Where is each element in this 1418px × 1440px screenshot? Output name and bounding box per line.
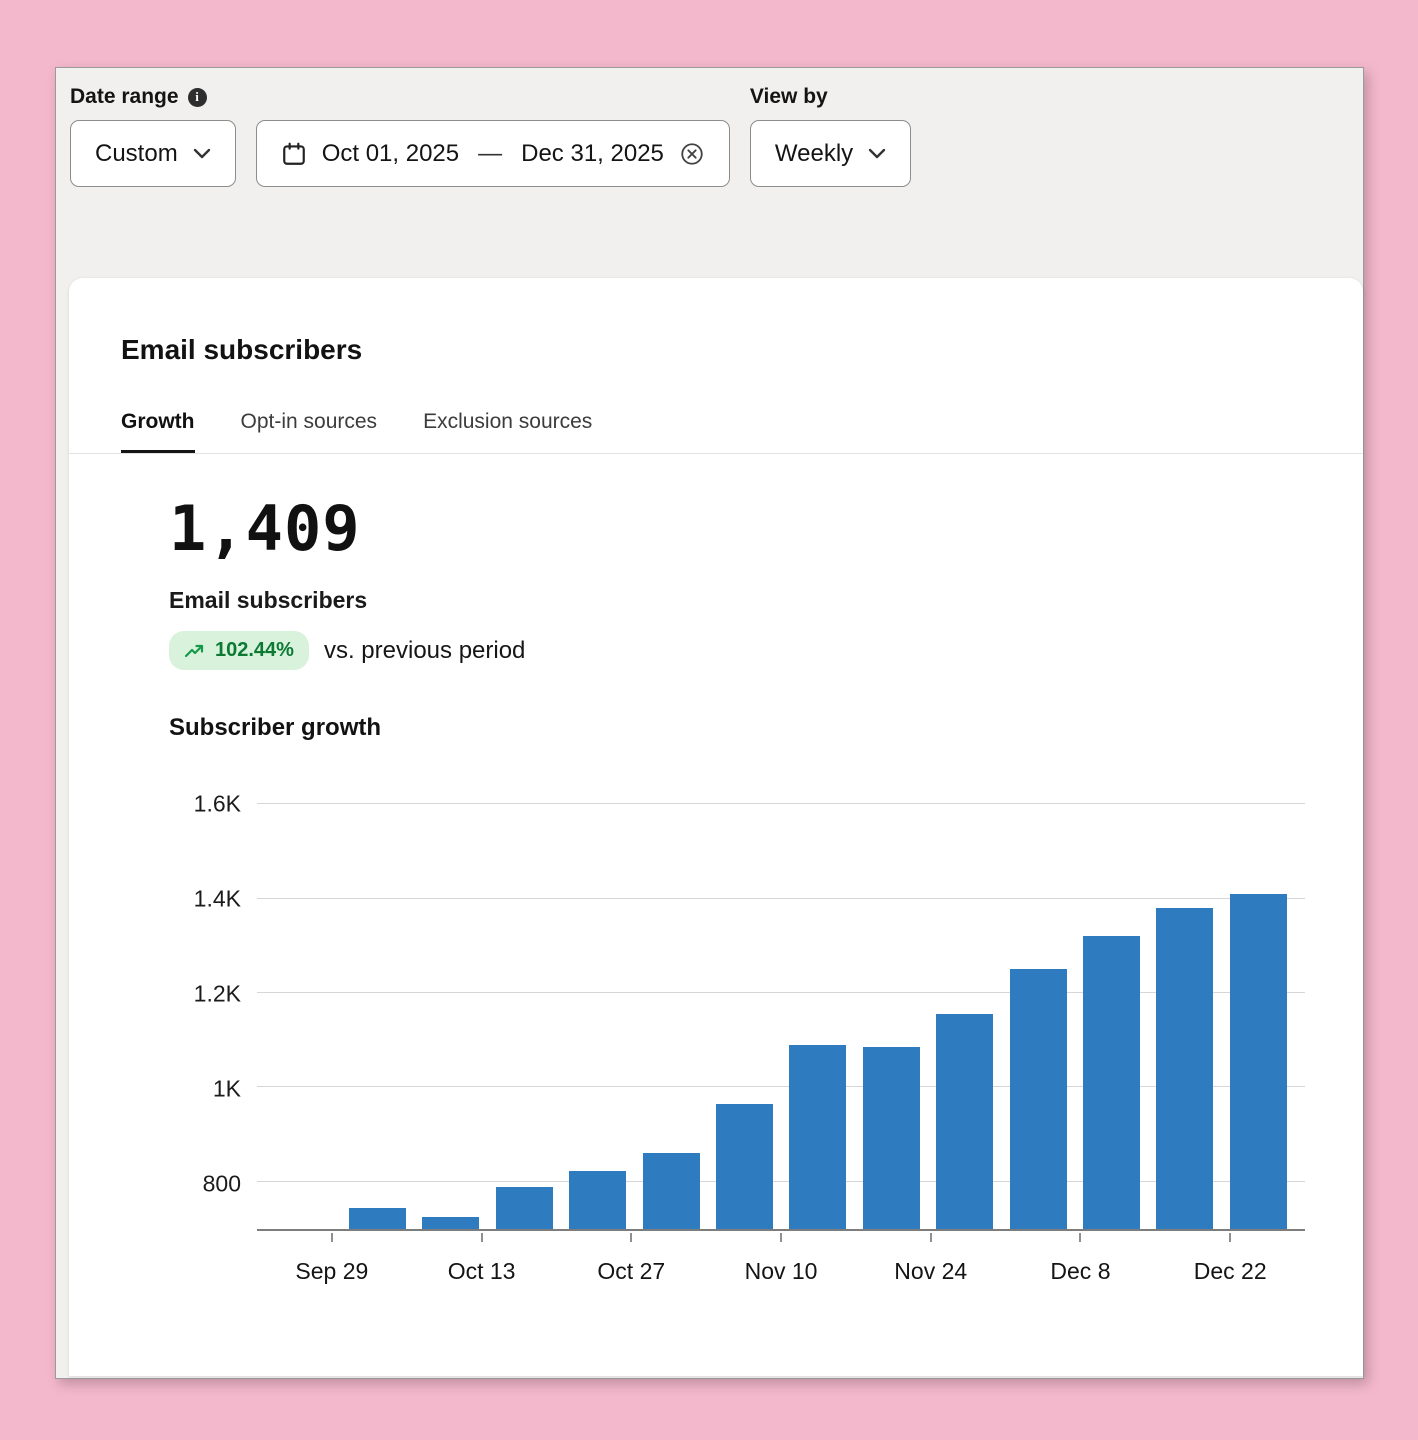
x-axis-tick-label: Dec 22 xyxy=(1193,1258,1267,1284)
x-axis-tick-mark xyxy=(480,1233,483,1242)
chart-bar xyxy=(642,1152,700,1229)
gridline xyxy=(257,803,1305,805)
x-axis-tick: Dec 8 xyxy=(1006,1233,1156,1285)
x-axis-tick-label: Oct 27 xyxy=(597,1258,666,1284)
gridline xyxy=(257,1180,1305,1182)
chart-bar xyxy=(1156,908,1214,1229)
y-axis-tick-label: 1.4K xyxy=(193,885,241,912)
chart-bar xyxy=(1083,935,1141,1229)
x-axis-tick-mark xyxy=(929,1233,932,1242)
x-axis-tick-mark xyxy=(630,1233,633,1242)
subscriber-growth-chart: 800 1K 1.2K 1.4K 1.6K Sep 29 Oct 13 Oct 27 Nov … xyxy=(169,776,1333,1285)
date-range-type-value: Custom xyxy=(95,139,178,167)
y-axis-tick-label: 1.6K xyxy=(193,790,241,817)
view-by-label-text: View by xyxy=(749,85,828,108)
x-axis-tick-label: Dec 8 xyxy=(1050,1258,1111,1284)
y-axis-tick-label: 1.2K xyxy=(193,980,241,1007)
date-start-value: Oct 01, 2025 xyxy=(321,139,460,167)
x-axis-tick: Oct 13 xyxy=(407,1233,557,1285)
y-axis-tick-label: 800 xyxy=(202,1170,241,1197)
change-badge: 102.44% xyxy=(169,631,309,670)
x-axis-tick-label: Nov 10 xyxy=(744,1258,818,1284)
tab-growth[interactable]: Growth xyxy=(121,410,195,453)
x-axis-tick: Nov 10 xyxy=(706,1233,856,1285)
x-axis-tick: Dec 22 xyxy=(1155,1233,1305,1285)
tabs-divider xyxy=(69,453,1363,454)
subscriber-count-label: Email subscribers xyxy=(169,587,368,613)
chart-bar xyxy=(862,1046,920,1229)
chart-bar xyxy=(495,1186,553,1229)
chart-bar xyxy=(422,1217,480,1229)
growth-tab-content: 1,409 Email subscribers 102.44% vs. prev… xyxy=(121,454,1333,1285)
chevron-down-icon xyxy=(193,148,211,160)
x-axis-tick: Oct 27 xyxy=(556,1233,706,1285)
view-by-value: Weekly xyxy=(774,139,854,167)
trend-up-icon xyxy=(184,643,206,659)
date-picker-group: Oct 01, 2025 — Dec 31, 2025 xyxy=(255,84,730,187)
date-range-group: Date range i Custom xyxy=(70,84,236,187)
chart-title: Subscriber growth xyxy=(169,714,382,741)
info-icon[interactable]: i xyxy=(187,87,207,107)
change-row: 102.44% vs. previous period xyxy=(169,631,1333,670)
tab-bar: Growth Opt-in sources Exclusion sources xyxy=(121,410,1333,453)
calendar-icon xyxy=(281,141,307,167)
change-value: 102.44% xyxy=(215,639,294,661)
card-title: Email subscribers xyxy=(121,334,363,365)
x-axis-tick-mark xyxy=(1229,1233,1232,1242)
date-range-label-text: Date range xyxy=(70,85,179,108)
view-by-dropdown[interactable]: Weekly xyxy=(749,120,912,187)
date-range-picker[interactable]: Oct 01, 2025 — Dec 31, 2025 xyxy=(255,120,730,187)
chevron-down-icon xyxy=(868,148,886,160)
chart-bar xyxy=(349,1207,406,1229)
chart-bar xyxy=(716,1103,774,1229)
x-axis-tick-mark xyxy=(780,1233,783,1242)
date-end-value: Dec 31, 2025 xyxy=(521,139,664,167)
x-axis-tick: Sep 29 xyxy=(257,1233,407,1285)
subscriber-count-value: 1,409 xyxy=(169,492,361,565)
chart-plot xyxy=(257,776,1305,1231)
x-axis-tick-label: Oct 13 xyxy=(447,1258,516,1284)
y-axis-tick-label: 1K xyxy=(212,1075,241,1102)
gridline xyxy=(257,897,1305,899)
date-separator: — xyxy=(478,139,503,167)
x-axis-tick-mark xyxy=(1079,1233,1082,1242)
chart-bar xyxy=(1229,894,1287,1229)
email-subscribers-card: Email subscribers Growth Opt-in sources … xyxy=(69,278,1363,1376)
chart-bar xyxy=(1009,969,1067,1229)
chart-bar xyxy=(936,1013,994,1229)
chart-x-axis: Sep 29 Oct 13 Oct 27 Nov 10 Nov 24 Dec 8 Dec 2… xyxy=(257,1233,1305,1285)
change-suffix: vs. previous period xyxy=(323,636,526,664)
chart-bar xyxy=(789,1044,847,1229)
chart-y-axis: 800 1K 1.2K 1.4K 1.6K xyxy=(169,776,257,1231)
x-axis-tick-label: Sep 29 xyxy=(295,1258,369,1284)
x-axis-tick-mark xyxy=(330,1233,333,1242)
chart-bars xyxy=(349,776,1287,1229)
analytics-panel: Date range i Custom Oct 01, 2025 — Dec 3… xyxy=(55,67,1364,1379)
date-range-type-dropdown[interactable]: Custom xyxy=(70,120,236,187)
x-axis-tick-label: Nov 24 xyxy=(894,1258,968,1284)
tab-opt-in-sources[interactable]: Opt-in sources xyxy=(240,410,378,433)
view-by-label: View by xyxy=(750,84,911,110)
x-axis-tick: Nov 24 xyxy=(856,1233,1006,1285)
chart-inner: 800 1K 1.2K 1.4K 1.6K xyxy=(169,776,1333,1231)
clear-date-icon[interactable] xyxy=(679,141,705,167)
tab-exclusion-sources[interactable]: Exclusion sources xyxy=(423,410,593,433)
filter-controls: Date range i Custom Oct 01, 2025 — Dec 3… xyxy=(56,68,1363,187)
chart-bar xyxy=(569,1171,627,1229)
date-range-label: Date range i xyxy=(70,84,236,110)
view-by-group: View by Weekly xyxy=(749,84,912,187)
gridline xyxy=(257,992,1305,994)
gridline xyxy=(257,1086,1305,1088)
